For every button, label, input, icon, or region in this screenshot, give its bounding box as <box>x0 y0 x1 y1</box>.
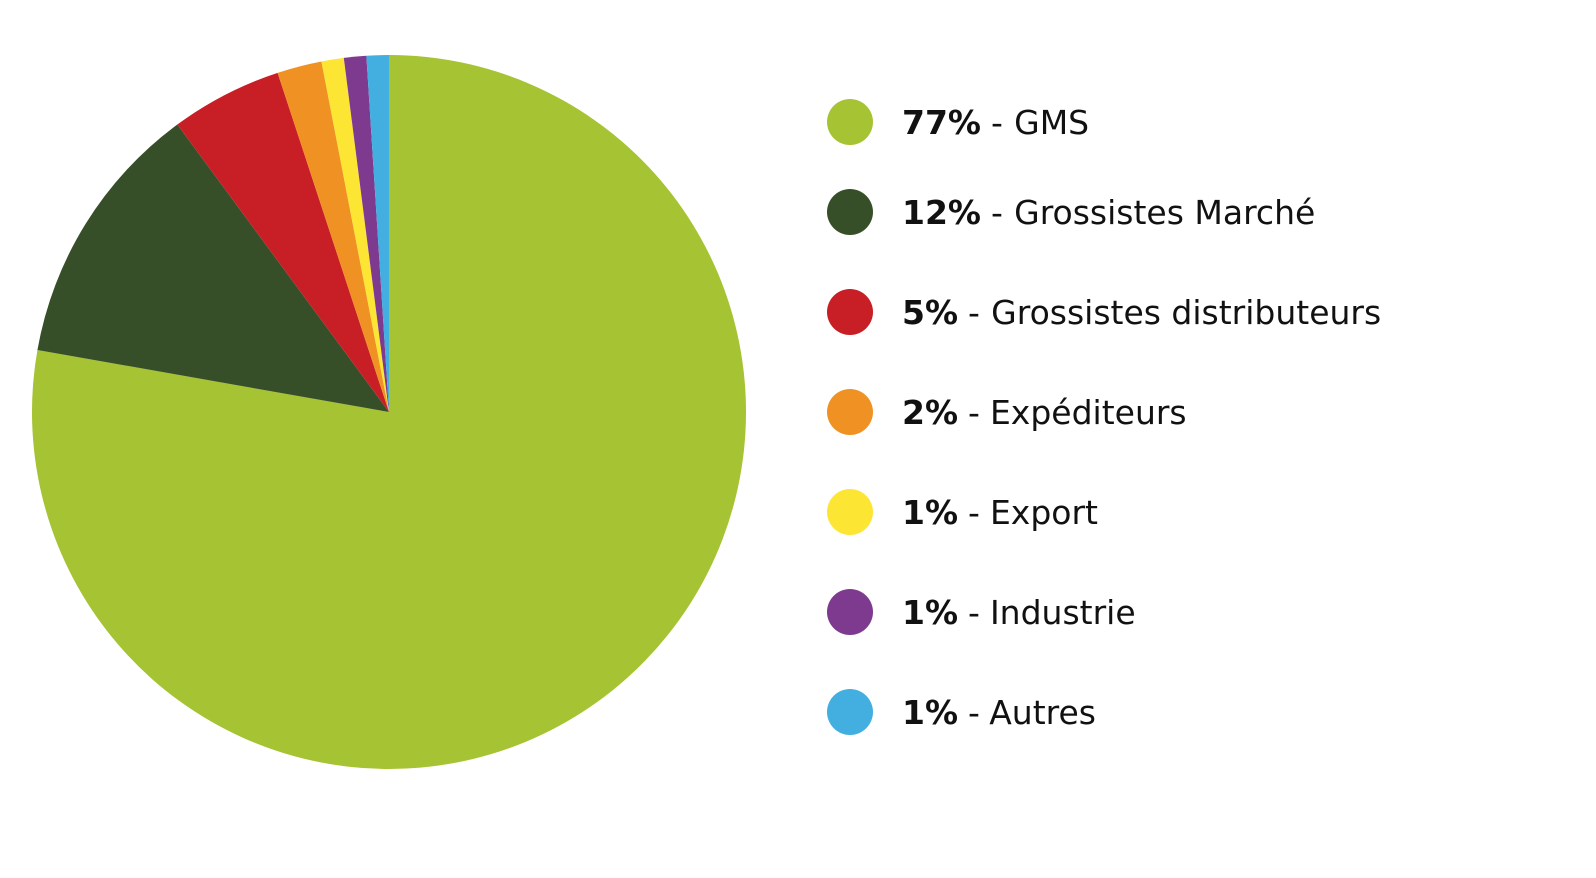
legend-label: 2% - Expéditeurs <box>902 393 1187 432</box>
legend-separator: - <box>968 593 980 632</box>
legend-percent: 1% <box>902 693 958 732</box>
legend-separator: - <box>968 293 981 332</box>
legend-percent: 5% <box>902 293 958 332</box>
legend-label: 12% - Grossistes Marché <box>902 193 1315 232</box>
legend-swatch <box>827 99 873 145</box>
legend-label: 1% - Industrie <box>902 593 1136 632</box>
legend-label: 1% - Autres <box>902 693 1096 732</box>
pie-slice <box>277 61 389 413</box>
legend-swatch <box>827 289 873 335</box>
legend-separator: - <box>991 103 1004 142</box>
pie-slice <box>321 57 389 412</box>
legend-separator: - <box>968 693 979 732</box>
legend-label: 77% - GMS <box>902 103 1089 142</box>
legend-swatch <box>827 589 873 635</box>
legend-percent: 1% <box>902 593 958 632</box>
legend-separator: - <box>968 493 980 532</box>
legend-category: GMS <box>1014 103 1089 142</box>
legend-label: 1% - Export <box>902 493 1098 532</box>
legend-separator: - <box>991 193 1004 232</box>
legend-percent: 1% <box>902 493 958 532</box>
legend-swatch <box>827 389 873 435</box>
legend-category: Autres <box>989 693 1096 732</box>
pie-slice <box>37 124 389 412</box>
legend-label: 5% - Grossistes distributeurs <box>902 293 1381 332</box>
legend-category: Expéditeurs <box>990 393 1187 432</box>
legend-swatch <box>827 689 873 735</box>
pie-slice <box>31 55 746 770</box>
legend-percent: 2% <box>902 393 958 432</box>
legend-category: Grossistes distributeurs <box>991 293 1381 332</box>
legend-percent: 12% <box>902 193 981 232</box>
pie-slice <box>177 72 389 412</box>
legend-category: Industrie <box>990 593 1136 632</box>
legend-separator: - <box>968 393 980 432</box>
legend-swatch <box>827 189 873 235</box>
pie-slice <box>343 55 389 413</box>
pie-slice <box>366 55 389 412</box>
legend-category: Grossistes Marché <box>1014 193 1315 232</box>
legend-swatch <box>827 489 873 535</box>
legend-category: Export <box>990 493 1098 532</box>
legend-percent: 77% <box>902 103 981 142</box>
